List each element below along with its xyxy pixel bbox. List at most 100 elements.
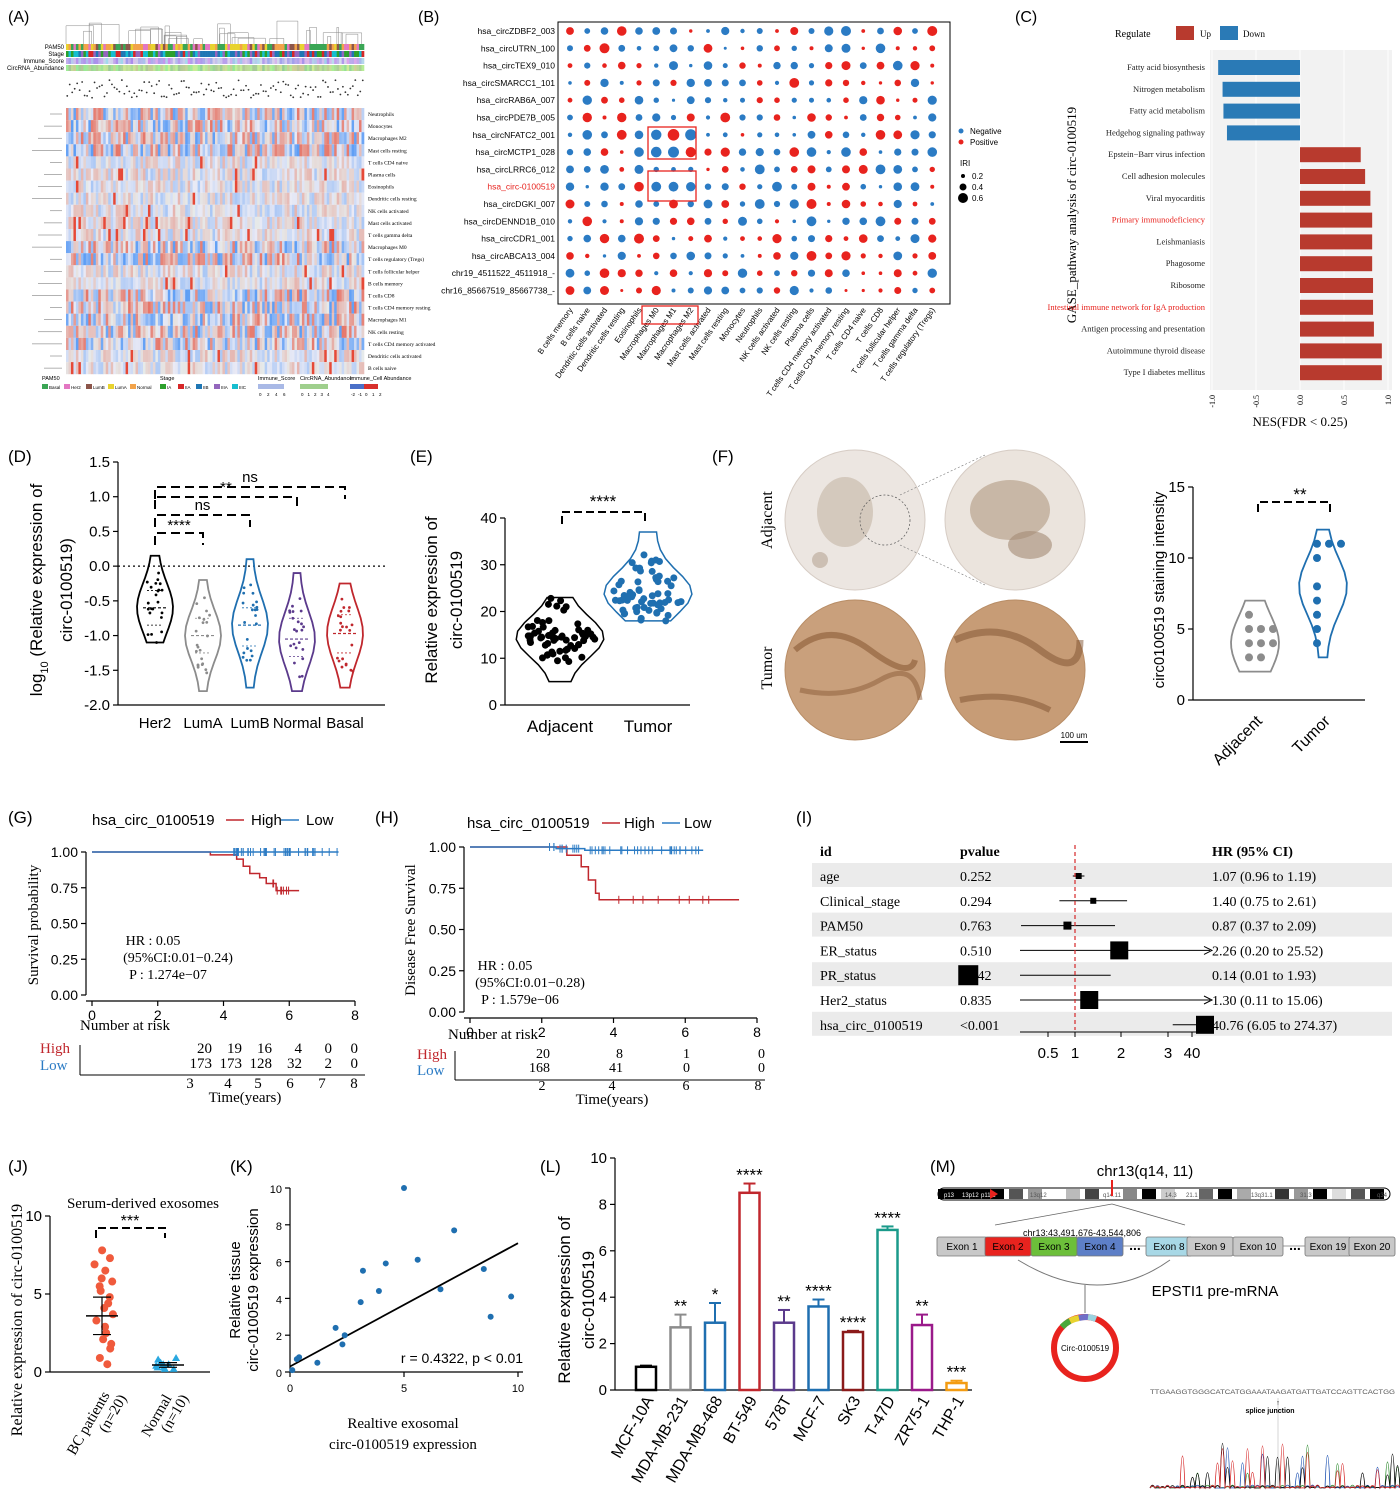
heatmap-cell bbox=[349, 301, 352, 314]
stage-cell bbox=[177, 51, 181, 57]
stage-cell bbox=[85, 51, 89, 57]
bar bbox=[945, 1381, 968, 1392]
heatmap-cell bbox=[88, 325, 92, 338]
heatmap-cell bbox=[232, 132, 236, 145]
heatmap-cell bbox=[123, 108, 126, 121]
heatmap-cell bbox=[123, 192, 126, 205]
heatmap-cell bbox=[361, 229, 365, 242]
heatmap-cell bbox=[232, 253, 236, 266]
heatmap-cell bbox=[200, 108, 203, 121]
heatmap-cell bbox=[83, 168, 87, 181]
heatmap-cell bbox=[339, 156, 342, 169]
heatmap-cell bbox=[309, 120, 313, 133]
heatmap-cell bbox=[115, 168, 119, 181]
heatmap-cell bbox=[130, 362, 134, 375]
stage-cell bbox=[145, 51, 149, 57]
heatmap-cell bbox=[157, 108, 161, 121]
heatmap-cell bbox=[212, 180, 216, 193]
heatmap-cell bbox=[239, 350, 243, 363]
heatmap-cell bbox=[219, 180, 223, 193]
heatmap-cell bbox=[103, 313, 107, 326]
heatmap-cell bbox=[73, 229, 77, 242]
heatmap-cell bbox=[170, 241, 174, 254]
panel-g-hr: HR : 0.05 bbox=[126, 934, 181, 949]
heatmap-cell bbox=[182, 156, 186, 169]
bubble bbox=[756, 80, 763, 86]
heatmap-cell bbox=[110, 108, 114, 121]
heatmap-cell bbox=[296, 301, 300, 314]
heatmap-cell bbox=[215, 325, 218, 338]
heatmap-cell bbox=[157, 168, 161, 181]
heatmap-cell bbox=[145, 350, 149, 363]
violin-point bbox=[302, 625, 305, 629]
heatmap-cell bbox=[326, 253, 330, 266]
panel-g-x-tick-label: 4 bbox=[220, 1007, 228, 1023]
pam50-cell bbox=[344, 44, 347, 50]
heatmap-cell bbox=[140, 216, 144, 229]
heatmap-cell bbox=[135, 277, 139, 290]
pam50-cell bbox=[334, 44, 337, 50]
heatmap-cell bbox=[73, 289, 77, 302]
violin-outline bbox=[1230, 599, 1280, 673]
circrna-abundance-point bbox=[267, 95, 270, 97]
heatmap-cell bbox=[242, 277, 246, 290]
heatmap-cell bbox=[242, 265, 246, 278]
bubble bbox=[792, 219, 797, 224]
heatmap-cell bbox=[227, 253, 231, 266]
heatmap-cell bbox=[239, 108, 243, 121]
heatmap-cell bbox=[123, 216, 126, 229]
violin-point bbox=[205, 671, 209, 675]
chromosome-band-label: 13q12 bbox=[1030, 1193, 1047, 1199]
heatmap-cell bbox=[219, 253, 223, 266]
heatmap-cell bbox=[133, 241, 136, 254]
heatmap-cell bbox=[346, 350, 350, 363]
heatmap-cell bbox=[200, 289, 203, 302]
heatmap-cell bbox=[239, 192, 243, 205]
heatmap-cell bbox=[172, 120, 176, 133]
heatmap-cell bbox=[234, 313, 238, 326]
heatmap-cell bbox=[162, 180, 166, 193]
heatmap-cell bbox=[100, 253, 104, 266]
heatmap-cell bbox=[222, 301, 226, 314]
heatmap-cell bbox=[195, 253, 198, 266]
heatmap-cell bbox=[344, 301, 347, 314]
circrna-abundance-point bbox=[130, 96, 133, 99]
heatmap-cell bbox=[257, 132, 260, 145]
bubble-row-label: hsa_circMCTP1_028 bbox=[476, 147, 556, 157]
heatmap-cell bbox=[296, 168, 300, 181]
heatmap-cell bbox=[291, 325, 295, 338]
bubble bbox=[740, 46, 745, 51]
heatmap-cell bbox=[277, 337, 280, 350]
bubble bbox=[617, 234, 626, 243]
violin-point bbox=[296, 620, 300, 624]
panel-k-y-tick-label: 8 bbox=[276, 1221, 282, 1233]
heatmap-cell bbox=[100, 325, 104, 338]
heatmap-cell bbox=[359, 192, 362, 205]
heatmap-cell bbox=[150, 229, 154, 242]
circrna-abundance-cell bbox=[172, 65, 176, 71]
bubble bbox=[893, 251, 903, 261]
heatmap-cell bbox=[289, 144, 293, 157]
heatmap-cell bbox=[264, 168, 268, 181]
heatmap-cell bbox=[222, 168, 226, 181]
heatmap-cell bbox=[135, 229, 139, 242]
circrna-abundance-point bbox=[287, 84, 290, 86]
heatmap-cell bbox=[88, 204, 92, 217]
bubble bbox=[808, 63, 815, 69]
heatmap-cell bbox=[239, 229, 243, 242]
heatmap-cell bbox=[115, 241, 119, 254]
heatmap-cell bbox=[324, 204, 328, 217]
heatmap-cell bbox=[227, 108, 231, 121]
circrna-abundance-cell bbox=[321, 65, 325, 71]
heatmap-cell bbox=[279, 168, 283, 181]
heatmap-cell bbox=[306, 216, 310, 229]
bubble bbox=[689, 29, 693, 33]
heatmap-cell bbox=[361, 156, 365, 169]
pam50-cell bbox=[294, 44, 298, 50]
data-point bbox=[1337, 539, 1345, 548]
circrna-abundance-point bbox=[257, 92, 260, 95]
bubble bbox=[878, 271, 883, 276]
violin-point bbox=[289, 644, 293, 648]
pam50-cell bbox=[115, 44, 119, 50]
heatmap-cell bbox=[346, 253, 350, 266]
